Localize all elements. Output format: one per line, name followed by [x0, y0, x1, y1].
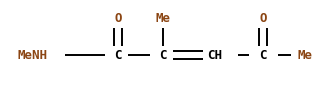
Text: MeNH: MeNH — [18, 49, 48, 61]
Text: Me: Me — [156, 12, 170, 25]
Text: CH: CH — [208, 49, 222, 61]
Text: C: C — [114, 49, 122, 61]
Text: O: O — [114, 12, 122, 25]
Text: O: O — [259, 12, 267, 25]
Text: Me: Me — [297, 49, 312, 61]
Text: C: C — [259, 49, 267, 61]
Text: C: C — [159, 49, 167, 61]
